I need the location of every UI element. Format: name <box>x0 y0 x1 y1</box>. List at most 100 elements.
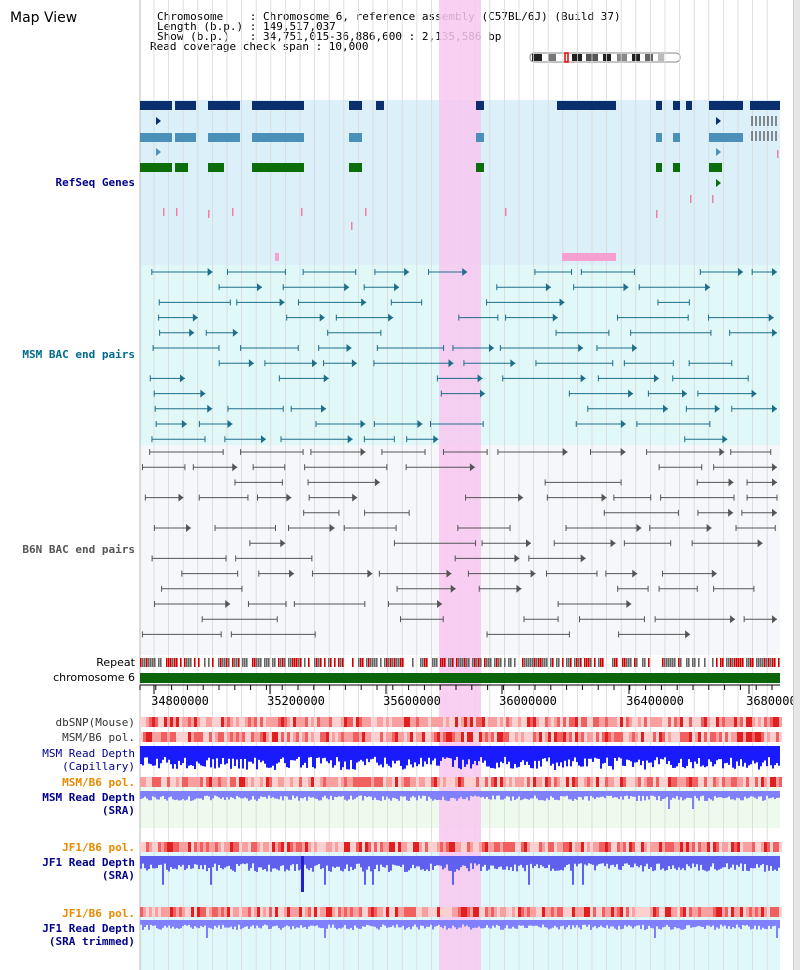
msm-b6-pol-heat-cell <box>215 732 218 742</box>
jf1-read-depth-sra-label[interactable]: JF1 Read Depth (SRA) <box>42 856 135 882</box>
scrollbar[interactable] <box>793 0 800 970</box>
msm-capillary-depth-bar <box>456 746 458 757</box>
dbsnp-heat-cell <box>689 717 692 727</box>
jf1-b6-pol2-heat-cell <box>173 907 176 917</box>
msm-b6-pol2-heat-cell <box>638 777 641 787</box>
msm-b6-pol-heat-cell <box>224 732 227 742</box>
dbsnp-heat-cell <box>563 717 566 727</box>
jf1-b6-pol-heat-cell <box>458 842 461 852</box>
msm-sra-depth-bar <box>252 791 254 797</box>
dbsnp-heat-cell <box>158 717 161 727</box>
msm-b6-pol2-heat-cell <box>674 777 677 787</box>
jf1-trimmed-depth-bar <box>446 920 448 930</box>
jf1-sra-depth-bar <box>758 856 760 868</box>
jf1-b6-pol-heat-cell <box>323 842 326 852</box>
refseq-genes-label[interactable]: RefSeq Genes <box>55 176 135 189</box>
jf1-trimmed-depth-bar <box>482 920 484 929</box>
msm-capillary-depth-bar <box>570 746 572 767</box>
msm-capillary-depth-bar <box>400 746 402 766</box>
msm-bac-label[interactable]: MSM BAC end pairs <box>22 348 135 361</box>
msm-b6-pol-heat-cell <box>266 732 269 742</box>
msm-capillary-depth-bar <box>150 746 152 765</box>
dbsnp-heat-cell <box>308 717 311 727</box>
chromosome-ideogram[interactable] <box>529 52 681 63</box>
jf1-trimmed-depth-bar <box>670 920 672 930</box>
jf1-b6-pol-heat-cell <box>671 842 674 852</box>
jf1-trimmed-depth-bar <box>652 920 654 929</box>
msm-sra-depth-bar <box>246 791 248 799</box>
jf1-trimmed-depth-bar <box>616 920 618 930</box>
msm-read-depth-capillary-label[interactable]: MSM Read Depth (Capillary) <box>42 747 135 773</box>
jf1-trimmed-depth-bar <box>564 920 566 930</box>
msm-capillary-depth-bar <box>462 746 464 760</box>
msm-capillary-depth-bar <box>716 746 718 761</box>
msm-read-depth-sra-label[interactable]: MSM Read Depth (SRA) <box>42 791 135 817</box>
jf1-b6-pol2-heat-cell <box>164 907 167 917</box>
msm-b6-pol-heat-cell <box>551 732 554 742</box>
repeat-feature <box>420 658 422 667</box>
jf1-sra-depth-bar <box>714 856 716 870</box>
msm-b6-pol-label[interactable]: MSM/B6 pol. <box>62 731 135 744</box>
msm-sra-depth-bar <box>778 791 780 798</box>
msm-b6-pol-heat-cell <box>230 732 233 742</box>
jf1-b6-pol2-heat-cell <box>590 907 593 917</box>
jf1-trimmed-depth-bar <box>552 920 554 928</box>
msm-b6-pol-heat-cell <box>689 732 692 742</box>
jf1-b6-pol-label[interactable]: JF1/B6 pol. <box>62 841 135 854</box>
jf1-trimmed-depth-bar <box>736 920 738 925</box>
repeat-feature <box>232 658 234 667</box>
jf1-trimmed-depth-bar <box>722 920 724 927</box>
dbsnp-label[interactable]: dbSNP(Mouse) <box>55 716 135 729</box>
jf1-trimmed-depth-bar <box>184 920 186 925</box>
jf1-sra-depth-bar <box>336 856 338 867</box>
msm-sra-depth-bar <box>304 791 306 798</box>
msm-b6-pol-heat-cell <box>152 732 155 742</box>
msm-capillary-depth-bar <box>384 746 386 758</box>
msm-b6-pol2-heat-cell <box>551 777 554 787</box>
msm-sra-depth-bar <box>486 791 488 797</box>
msm-sra-depth-bar <box>380 791 382 801</box>
repeat-feature <box>628 658 630 667</box>
msm-b6-pol-label-2[interactable]: MSM/B6 pol. <box>62 776 135 789</box>
jf1-read-depth-trimmed-label[interactable]: JF1 Read Depth (SRA trimmed) <box>42 922 135 948</box>
jf1-b6-pol2-heat-cell <box>575 907 578 917</box>
jf1-sra-depth-bar <box>424 856 426 872</box>
jf1-b6-pol-heat-cell <box>530 842 533 852</box>
msm-capillary-depth-bar <box>378 746 380 766</box>
jf1-sra-depth-bar <box>484 856 486 865</box>
jf1-b6-pol2-heat-cell <box>719 907 722 917</box>
jf1-sra-depth-bar <box>442 856 444 870</box>
msm-bac-pair-end <box>623 283 629 292</box>
refseq-mark <box>690 195 692 203</box>
jf1-trimmed-depth-bar <box>702 920 704 928</box>
msm-b6-pol2-heat-cell <box>620 777 623 787</box>
jf1-sra-depth-bar <box>208 856 210 869</box>
jf1-sra-depth-bar <box>676 856 678 871</box>
msm-capillary-depth-bar <box>760 746 762 767</box>
msm-capillary-depth-bar <box>622 746 624 766</box>
repeat-feature <box>460 658 462 667</box>
chromosome-bar <box>140 673 780 683</box>
jf1-sra-depth-bar <box>148 856 150 869</box>
msm-capillary-depth-bar <box>696 746 698 764</box>
jf1-trimmed-depth-bar <box>356 920 358 928</box>
msm-b6-pol2-heat-cell <box>491 777 494 787</box>
msm-sra-depth-bar <box>720 791 722 798</box>
b6n-bac-label[interactable]: B6N BAC end pairs <box>22 543 135 556</box>
jf1-sra-depth-bar <box>578 856 580 864</box>
jf1-b6-pol-label-2[interactable]: JF1/B6 pol. <box>62 907 135 920</box>
jf1-trimmed-depth-bar <box>544 920 546 928</box>
msm-sra-depth-bar <box>166 791 168 801</box>
jf1-trimmed-depth-bar <box>148 920 150 930</box>
axis-tick-label: 35600000 <box>383 694 441 708</box>
dbsnp-heat-cell <box>392 717 395 727</box>
msm-sra-depth-bar <box>320 791 322 801</box>
msm-b6-pol-heat-cell <box>593 732 596 742</box>
msm-b6-pol-heat-cell <box>590 732 593 742</box>
msm-sra-depth-bar <box>664 791 666 799</box>
msm-b6-pol2-heat-cell <box>575 777 578 787</box>
msm-sra-depth-bar <box>676 791 678 797</box>
jf1-sra-depth-bar <box>768 856 770 871</box>
b6n-bac-pair-end <box>626 600 632 608</box>
